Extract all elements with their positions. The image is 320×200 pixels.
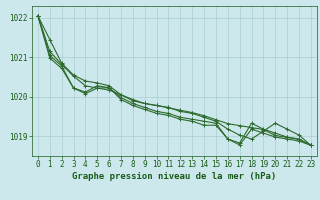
X-axis label: Graphe pression niveau de la mer (hPa): Graphe pression niveau de la mer (hPa)	[72, 172, 276, 181]
